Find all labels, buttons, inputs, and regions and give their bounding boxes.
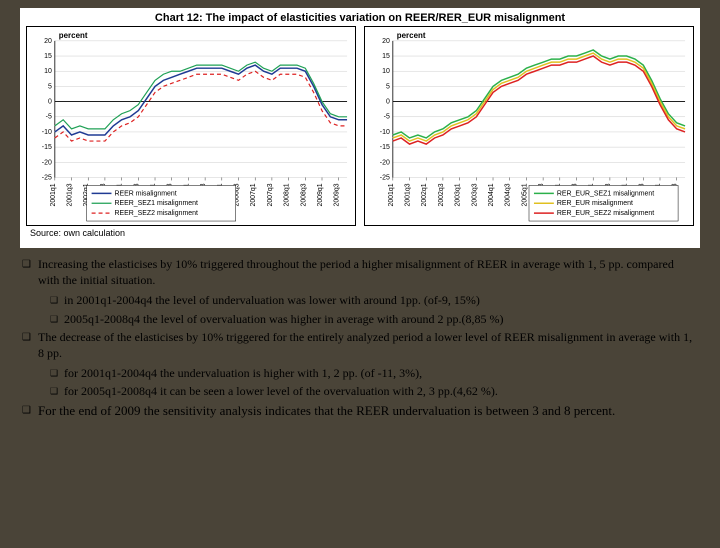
bullet-marker-icon: ❑ — [22, 402, 38, 420]
svg-text:-15: -15 — [42, 144, 52, 151]
svg-text:0: 0 — [386, 99, 390, 106]
bullet-1b: ❑ 2005q1-2008q4 the level of overvaluati… — [50, 311, 698, 327]
svg-text:REER_SEZ2 misalignment: REER_SEZ2 misalignment — [114, 210, 198, 217]
svg-text:2003q1: 2003q1 — [455, 183, 462, 206]
chart-right: -25 -20 -15 -10 -5 0 5 10 15 20 2001q1 2001q3 2002q1… — [364, 26, 694, 226]
bullet-1-text: Increasing the elasticises by 10% trigge… — [38, 256, 698, 288]
bullet-2: ❑ The decrease of the elasticises by 10%… — [22, 329, 698, 361]
svg-text:2007q3: 2007q3 — [267, 183, 274, 206]
svg-text:2009q1: 2009q1 — [317, 183, 324, 206]
svg-text:RER_EUR_SEZ2 misalignment: RER_EUR_SEZ2 misalignment — [557, 210, 654, 217]
text-content: ❑ Increasing the elasticises by 10% trig… — [0, 248, 720, 431]
svg-text:2001q3: 2001q3 — [405, 183, 412, 206]
bullet-2b: ❑ for 2005q1-2008q4 it can be seen a low… — [50, 383, 698, 399]
svg-text:10: 10 — [382, 68, 390, 75]
svg-text:-20: -20 — [42, 159, 52, 166]
bullet-marker-icon: ❑ — [22, 256, 38, 288]
svg-text:RER_EUR_SEZ1 misalignment: RER_EUR_SEZ1 misalignment — [557, 190, 654, 197]
svg-text:2002q1: 2002q1 — [421, 183, 428, 206]
svg-text:15: 15 — [44, 53, 52, 60]
svg-text:-25: -25 — [380, 174, 390, 181]
svg-text:2004q3: 2004q3 — [505, 183, 512, 206]
svg-text:-15: -15 — [380, 144, 390, 151]
bullet-2a-text: for 2001q1-2004q4 the undervaluation is … — [64, 365, 698, 381]
svg-text:percent: percent — [59, 31, 88, 40]
bullet-marker-icon: ❑ — [50, 292, 64, 308]
svg-text:2001q3: 2001q3 — [67, 183, 74, 206]
bullet-1: ❑ Increasing the elasticises by 10% trig… — [22, 256, 698, 288]
svg-text:-5: -5 — [46, 114, 52, 121]
chart-left: -25-20-15-10-5051015202001q12001q32002q1… — [26, 26, 356, 226]
svg-text:0: 0 — [48, 99, 52, 106]
svg-text:RER_EUR misalignment: RER_EUR misalignment — [557, 200, 633, 207]
bullet-marker-icon: ❑ — [50, 365, 64, 381]
svg-text:2004q1: 2004q1 — [488, 183, 495, 206]
svg-text:2009q3: 2009q3 — [334, 183, 341, 206]
bullet-marker-icon: ❑ — [50, 311, 64, 327]
svg-text:2001q1: 2001q1 — [50, 183, 57, 206]
svg-text:20: 20 — [382, 38, 390, 45]
svg-text:percent: percent — [397, 31, 426, 40]
svg-text:20: 20 — [44, 38, 52, 45]
svg-text:2008q1: 2008q1 — [284, 183, 291, 206]
svg-text:2005q1: 2005q1 — [521, 183, 528, 206]
svg-text:2002q3: 2002q3 — [438, 183, 445, 206]
svg-text:2001q1: 2001q1 — [388, 183, 395, 206]
svg-text:2003q3: 2003q3 — [471, 183, 478, 206]
bullet-1a-text: in 2001q1-2004q4 the level of undervalua… — [64, 292, 698, 308]
svg-text:-10: -10 — [42, 129, 52, 136]
svg-text:5: 5 — [386, 83, 390, 90]
svg-text:REER misalignment: REER misalignment — [114, 190, 176, 197]
chart-container: Chart 12: The impact of elasticities var… — [20, 8, 700, 248]
chart-source: Source: own calculation — [26, 228, 694, 238]
svg-text:-20: -20 — [380, 159, 390, 166]
svg-text:-5: -5 — [384, 114, 390, 121]
bullet-1b-text: 2005q1-2008q4 the level of overvaluation… — [64, 311, 698, 327]
bullet-3-text: For the end of 2009 the sensitivity anal… — [38, 402, 698, 420]
chart-title: Chart 12: The impact of elasticities var… — [26, 12, 694, 24]
bullet-marker-icon: ❑ — [50, 383, 64, 399]
svg-text:5: 5 — [48, 83, 52, 90]
bullet-2-text: The decrease of the elasticises by 10% t… — [38, 329, 698, 361]
svg-text:REER_SEZ1 misalignment: REER_SEZ1 misalignment — [114, 200, 198, 207]
bullet-2a: ❑ for 2001q1-2004q4 the undervaluation i… — [50, 365, 698, 381]
bullet-marker-icon: ❑ — [22, 329, 38, 361]
bullet-2b-text: for 2005q1-2008q4 it can be seen a lower… — [64, 383, 698, 399]
svg-text:2007q1: 2007q1 — [250, 183, 257, 206]
svg-text:10: 10 — [44, 68, 52, 75]
svg-text:15: 15 — [382, 53, 390, 60]
bullet-3: ❑ For the end of 2009 the sensitivity an… — [22, 402, 698, 420]
bullet-1a: ❑ in 2001q1-2004q4 the level of underval… — [50, 292, 698, 308]
charts-row: -25 -20 -15 -10 -5 0 5 10 15 20 2001q1 2001q3 2002q1… — [26, 26, 694, 226]
svg-text:-10: -10 — [380, 129, 390, 136]
svg-text:-25: -25 — [42, 174, 52, 181]
svg-text:2008q3: 2008q3 — [300, 183, 307, 206]
